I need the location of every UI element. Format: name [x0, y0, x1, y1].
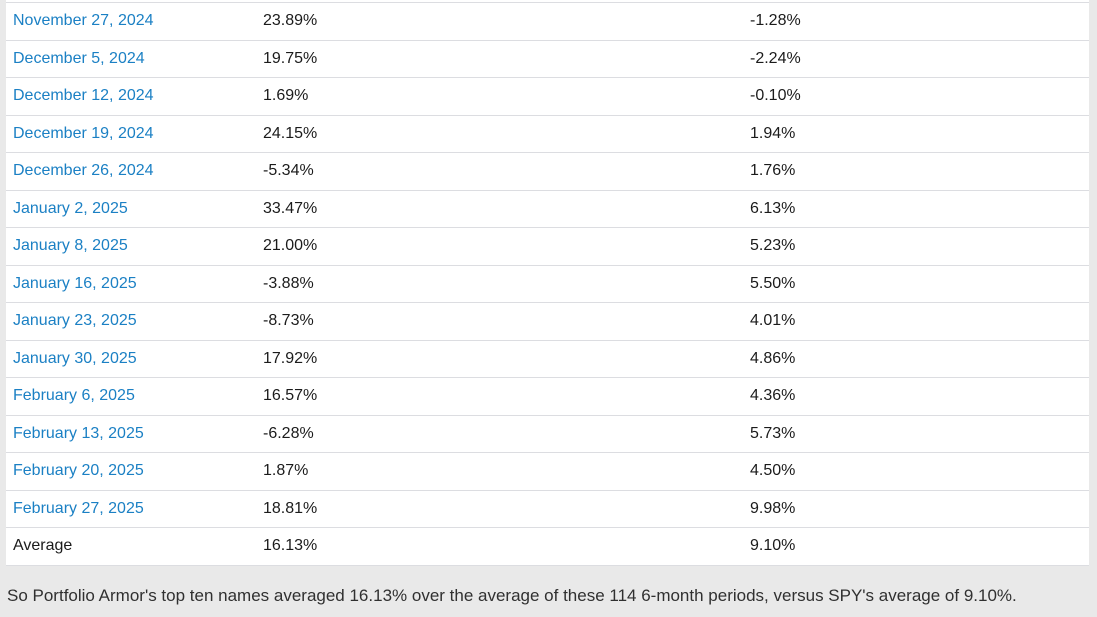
spy-return-value: 5.50%	[750, 274, 796, 292]
spy-return-value: 4.36%	[750, 387, 796, 405]
top-ten-return-value: -5.34%	[263, 162, 314, 180]
table-row: February 6, 2025 16.57% 4.36%	[6, 378, 1089, 416]
top-ten-return-value: 16.57%	[263, 387, 318, 405]
date-cell: February 13, 2025	[6, 425, 256, 443]
date-link[interactable]: January 8, 2025	[13, 237, 128, 255]
table-row: December 26, 2024 -5.34% 1.76%	[6, 153, 1089, 191]
date-cell: January 23, 2025	[6, 312, 256, 330]
spy-return-value: 4.50%	[750, 462, 796, 480]
table-row: December 12, 2024 1.69% -0.10%	[6, 78, 1089, 116]
date-link[interactable]: February 20, 2025	[13, 462, 144, 480]
spy-return-value: 4.86%	[750, 349, 796, 367]
table-row: January 2, 2025 33.47% 6.13%	[6, 191, 1089, 228]
date-cell: February 6, 2025	[6, 387, 256, 405]
spy-return-value: 6.13%	[750, 199, 796, 217]
date-cell: January 8, 2025	[6, 237, 256, 255]
table-row: February 20, 2025 1.87% 4.50%	[6, 453, 1089, 491]
spy-return-value: 1.76%	[750, 162, 796, 180]
date-link[interactable]: January 2, 2025	[13, 199, 128, 217]
table-row: December 19, 2024 24.15% 1.94%	[6, 116, 1089, 153]
top-ten-return-value: 23.89%	[263, 12, 318, 30]
table-rows: November 27, 2024 23.89% -1.28% December 5,…	[6, 3, 1089, 528]
date-cell: January 2, 2025	[6, 200, 256, 218]
table-row: January 30, 2025 17.92% 4.86%	[6, 341, 1089, 378]
average-spy-value: 9.10%	[750, 537, 796, 555]
top-ten-return-value: 21.00%	[263, 237, 318, 255]
table-row: December 5, 2024 19.75% -2.24%	[6, 41, 1089, 78]
date-link[interactable]: February 13, 2025	[13, 424, 144, 442]
date-link[interactable]: February 6, 2025	[13, 387, 135, 405]
returns-table: November 27, 2024 23.89% -1.28% December 5,…	[6, 0, 1089, 566]
spy-return-value: 1.94%	[750, 124, 796, 142]
table-row: January 23, 2025 -8.73% 4.01%	[6, 303, 1089, 341]
date-cell: December 26, 2024	[6, 162, 256, 180]
spy-return-value: 4.01%	[750, 312, 796, 330]
date-link[interactable]: January 23, 2025	[13, 312, 137, 330]
top-ten-return-value: 33.47%	[263, 199, 318, 217]
table-row: January 16, 2025 -3.88% 5.50%	[6, 266, 1089, 303]
average-label: Average	[13, 537, 73, 555]
date-cell: January 16, 2025	[6, 275, 256, 293]
table-row: February 27, 2025 18.81% 9.98%	[6, 491, 1089, 528]
table-row: November 27, 2024 23.89% -1.28%	[6, 3, 1089, 41]
date-cell: February 27, 2025	[6, 500, 256, 518]
average-top-ten-value: 16.13%	[263, 537, 318, 555]
top-ten-return-value: -3.88%	[263, 274, 314, 292]
top-ten-return-value: -8.73%	[263, 312, 314, 330]
table-row-average: Average 16.13% 9.10%	[6, 528, 1089, 566]
spy-return-value: -1.28%	[750, 12, 801, 30]
date-cell: November 27, 2024	[6, 12, 256, 30]
table-row-partial	[6, 0, 1089, 3]
spy-return-value: -2.24%	[750, 49, 801, 67]
spy-return-value: 5.73%	[750, 424, 796, 442]
spy-return-value: 9.98%	[750, 499, 796, 517]
top-ten-return-value: 1.87%	[263, 462, 309, 480]
spy-return-value: 5.23%	[750, 237, 796, 255]
table-row: January 8, 2025 21.00% 5.23%	[6, 228, 1089, 266]
date-link[interactable]: February 27, 2025	[13, 499, 144, 517]
date-link[interactable]: December 5, 2024	[13, 49, 145, 67]
date-link[interactable]: January 16, 2025	[13, 274, 137, 292]
top-ten-return-value: 18.81%	[263, 499, 318, 517]
date-cell: February 20, 2025	[6, 462, 256, 480]
spy-return-value: -0.10%	[750, 87, 801, 105]
date-cell: December 19, 2024	[6, 125, 256, 143]
date-link[interactable]: December 12, 2024	[13, 87, 154, 105]
top-ten-return-value: 17.92%	[263, 349, 318, 367]
top-ten-return-value: 1.69%	[263, 87, 309, 105]
top-ten-return-value: -6.28%	[263, 424, 314, 442]
date-link[interactable]: November 27, 2024	[13, 12, 154, 30]
top-ten-return-value: 24.15%	[263, 124, 318, 142]
table-row: February 13, 2025 -6.28% 5.73%	[6, 416, 1089, 453]
date-link[interactable]: December 26, 2024	[13, 162, 154, 180]
date-cell: December 12, 2024	[6, 87, 256, 105]
date-link[interactable]: December 19, 2024	[13, 124, 154, 142]
date-cell: December 5, 2024	[6, 50, 256, 68]
date-cell: January 30, 2025	[6, 350, 256, 368]
summary-text: So Portfolio Armor's top ten names avera…	[7, 586, 1017, 605]
top-ten-return-value: 19.75%	[263, 49, 318, 67]
date-link[interactable]: January 30, 2025	[13, 349, 137, 367]
